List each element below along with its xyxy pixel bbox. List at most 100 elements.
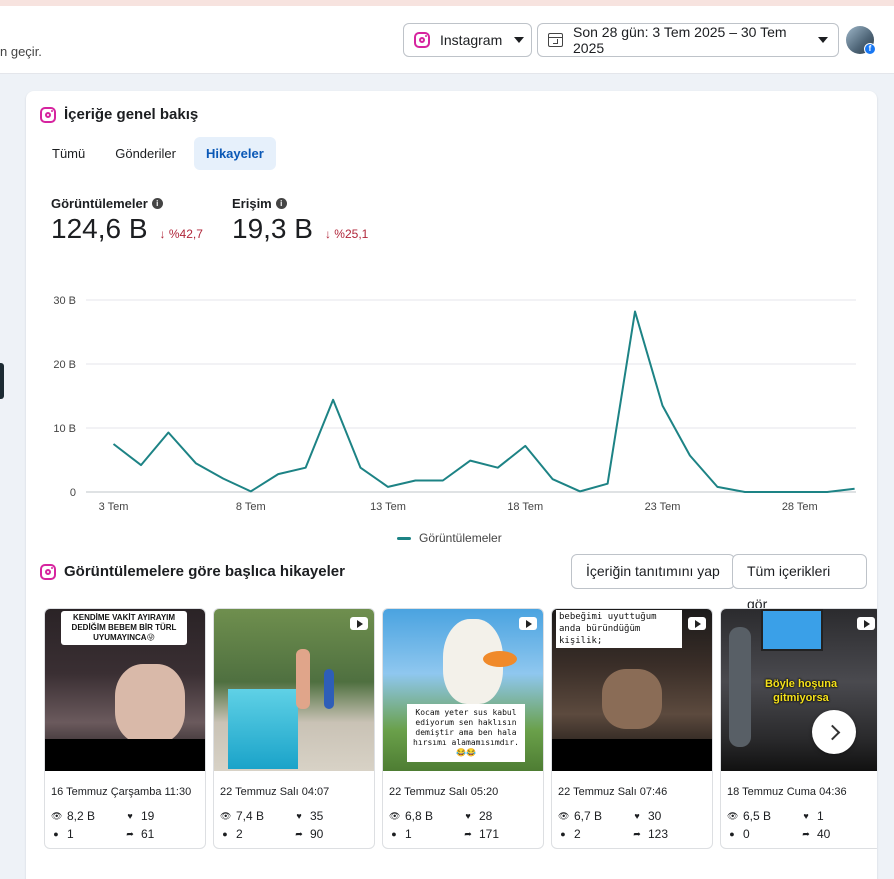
instagram-icon — [414, 32, 430, 48]
eye-icon: 👁 — [727, 810, 739, 821]
story-likes: ♥ 28 — [463, 809, 492, 823]
story-shares: ➦ 40 — [802, 827, 831, 841]
promote-content-button[interactable]: İçeriğin tanıtımını yap — [571, 554, 735, 589]
series-line-views[interactable] — [112, 310, 855, 493]
data-point[interactable] — [358, 465, 363, 470]
story-date: 22 Temmuz Salı 05:20 — [389, 786, 499, 798]
metric-views: Görüntülemeler i 124,6 B ↓ %42,7 — [51, 196, 203, 245]
y-tick-label: 20 B — [53, 359, 76, 371]
eye-icon: 👁 — [220, 810, 232, 821]
metric-views-delta: ↓ %42,7 — [159, 227, 203, 241]
data-point[interactable] — [248, 489, 253, 494]
data-point[interactable] — [550, 477, 555, 482]
info-icon[interactable]: i — [275, 198, 287, 209]
data-point[interactable] — [111, 442, 116, 447]
data-point[interactable] — [687, 453, 692, 458]
story-likes: ♥ 30 — [632, 809, 661, 823]
data-point[interactable] — [495, 465, 500, 470]
data-point[interactable] — [138, 463, 143, 468]
story-thumbnail: bebeğimi uyuttuğum anda büründüğüm kişil… — [552, 609, 712, 771]
data-point[interactable] — [303, 465, 308, 470]
eye-icon: 👁 — [558, 810, 570, 821]
data-point[interactable] — [605, 481, 610, 486]
story-thumbnail — [214, 609, 374, 771]
data-point[interactable] — [166, 430, 171, 435]
story-caption: Böyle hoşuna gitmiyorsa — [764, 678, 838, 704]
overview-title-text: İçeriğe genel bakış — [64, 106, 199, 123]
eye-icon: 👁 — [51, 810, 63, 821]
data-point[interactable] — [221, 476, 226, 481]
data-point[interactable] — [386, 484, 391, 489]
data-point[interactable] — [715, 484, 720, 489]
data-point[interactable] — [797, 490, 802, 495]
heart-icon: ♥ — [296, 811, 302, 821]
metric-reach: Erişim i 19,3 B ↓ %25,1 — [232, 196, 368, 245]
heart-icon: ♥ — [465, 811, 471, 821]
legend-swatch — [397, 536, 411, 540]
content-overview-card: İçeriğe genel bakış Tümü Gönderiler Hika… — [26, 91, 877, 879]
data-point[interactable] — [440, 478, 445, 483]
data-point[interactable] — [578, 489, 583, 494]
story-thumbnail: Böyle hoşuna gitmiyorsa — [721, 609, 877, 771]
data-point[interactable] — [852, 486, 857, 491]
story-replies: ● 1 — [389, 827, 411, 841]
x-tick-label: 28 Tem — [782, 501, 818, 513]
chart-legend: Görüntülemeler — [397, 531, 502, 545]
comment-icon: ● — [222, 829, 228, 839]
x-tick-label: 8 Tem — [236, 501, 266, 513]
share-icon: ➦ — [802, 828, 810, 839]
tab-all[interactable]: Tümü — [52, 146, 86, 161]
side-panel-handle[interactable] — [0, 363, 4, 399]
info-icon[interactable]: i — [151, 198, 163, 209]
x-tick-label: 3 Tem — [99, 501, 129, 513]
story-replies: ● 2 — [558, 827, 580, 841]
story-card[interactable]: Kocam yeter sus kabul ediyorum sen haklı… — [382, 608, 544, 849]
data-point[interactable] — [633, 309, 638, 314]
story-card[interactable]: Böyle hoşuna gitmiyorsa 18 Temmuz Cuma 0… — [720, 608, 877, 849]
tab-stories[interactable]: Hikayeler — [193, 137, 276, 170]
eye-icon: 👁 — [389, 810, 401, 821]
arrow-down-icon: ↓ — [324, 227, 335, 241]
data-point[interactable] — [468, 458, 473, 463]
date-range-dropdown[interactable]: Son 28 gün: 3 Tem 2025 – 30 Tem 2025 — [537, 23, 839, 57]
platform-dropdown[interactable]: Instagram — [403, 23, 532, 57]
tab-posts[interactable]: Gönderiler — [115, 146, 176, 161]
data-point[interactable] — [331, 397, 336, 402]
comment-icon: ● — [391, 829, 397, 839]
metric-views-value: 124,6 B — [51, 213, 148, 244]
data-point[interactable] — [742, 490, 747, 495]
data-point[interactable] — [276, 472, 281, 477]
story-replies: ● 0 — [727, 827, 749, 841]
share-icon: ➦ — [126, 828, 134, 839]
see-all-content-button[interactable]: Tüm içerikleri gör — [732, 554, 867, 612]
y-tick-label: 10 B — [53, 423, 76, 435]
story-thumbnail: KENDİME VAKİT AYIRAYIM DEDİĞİM BEBEM BİR… — [45, 609, 205, 771]
metric-reach-delta: ↓ %25,1 — [324, 227, 369, 241]
share-icon: ➦ — [633, 828, 641, 839]
data-point[interactable] — [193, 461, 198, 466]
heart-icon: ♥ — [803, 811, 809, 821]
carousel-next-button[interactable] — [812, 710, 856, 754]
data-point[interactable] — [770, 490, 775, 495]
top-stories-title: Görüntülemelere göre başlıca hikayeler — [40, 563, 345, 580]
comment-icon: ● — [53, 829, 59, 839]
story-thumbnail: Kocam yeter sus kabul ediyorum sen haklı… — [383, 609, 543, 771]
video-icon — [519, 617, 537, 630]
story-card[interactable]: 22 Temmuz Salı 04:07 👁 7,4 B ♥ 35 ● 2 ➦ 90 — [213, 608, 375, 849]
chevron-down-icon — [514, 37, 525, 43]
comment-icon: ● — [560, 829, 566, 839]
story-views: 👁 7,4 B — [220, 809, 265, 823]
heart-icon: ♥ — [634, 811, 640, 821]
data-point[interactable] — [825, 490, 830, 495]
views-line-chart: 0 10 B 20 B 30 B 3 Tem 8 Tem 13 Tem 18 Tem 23 Te… — [53, 295, 857, 513]
data-point[interactable] — [523, 443, 528, 448]
data-point[interactable] — [660, 403, 665, 408]
data-point[interactable] — [413, 478, 418, 483]
story-date: 16 Temmuz Çarşamba 11:30 — [51, 786, 192, 798]
story-card[interactable]: bebeğimi uyuttuğum anda büründüğüm kişil… — [551, 608, 713, 849]
story-card[interactable]: KENDİME VAKİT AYIRAYIM DEDİĞİM BEBEM BİR… — [44, 608, 206, 849]
story-date: 22 Temmuz Salı 07:46 — [558, 786, 668, 798]
top-banner-strip — [0, 0, 894, 6]
story-date: 18 Temmuz Cuma 04:36 — [727, 786, 847, 798]
overview-title: İçeriğe genel bakış — [40, 106, 198, 123]
